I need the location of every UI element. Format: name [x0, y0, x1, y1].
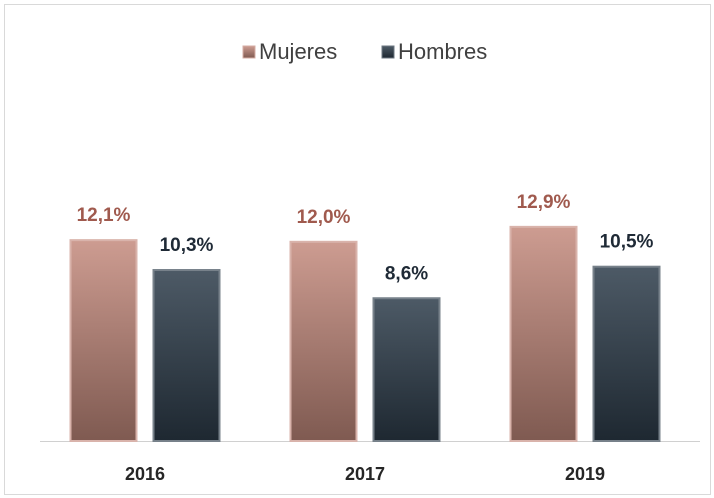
value-label: 8,6%	[385, 263, 428, 284]
x-tick-label: 2019	[565, 464, 605, 484]
bar	[372, 297, 441, 442]
bar	[592, 265, 661, 443]
value-label: 12,9%	[517, 192, 571, 213]
value-label: 10,3%	[160, 235, 214, 256]
legend-swatch	[242, 45, 256, 59]
legend-swatch	[381, 45, 395, 59]
bar	[509, 225, 578, 442]
x-tick-label: 2017	[345, 464, 385, 484]
value-label: 12,1%	[77, 205, 131, 226]
bar	[152, 269, 221, 442]
bar	[69, 239, 138, 442]
legend-label: Hombres	[398, 39, 487, 64]
value-label: 12,0%	[297, 207, 351, 228]
legend-label: Mujeres	[259, 39, 337, 64]
bar	[289, 240, 358, 442]
x-tick-label: 2016	[125, 464, 165, 484]
value-label: 10,5%	[600, 232, 654, 253]
